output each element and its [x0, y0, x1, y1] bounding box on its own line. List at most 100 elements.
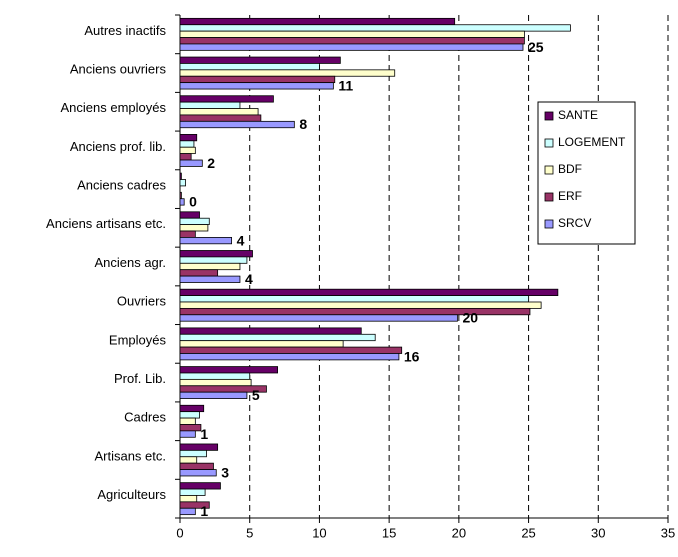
legend-label: LOGEMENT [558, 135, 626, 149]
value-label: 25 [528, 39, 544, 55]
x-tick-label: 35 [661, 525, 675, 540]
y-tick-label: Ouvriers [117, 294, 167, 309]
bar [179, 424, 202, 432]
bar [179, 56, 341, 64]
bar [179, 217, 210, 226]
bar [179, 295, 529, 303]
x-tick-label: 25 [521, 525, 535, 540]
bar [179, 172, 182, 180]
value-label: 11 [338, 78, 353, 94]
y-tick-label: Anciens employés [61, 100, 167, 115]
bar [179, 179, 186, 187]
bar [179, 346, 403, 354]
y-tick-label: Anciens ouvriers [70, 61, 167, 76]
legend-swatch [544, 165, 554, 175]
bar [179, 30, 525, 38]
x-tick-label: 30 [591, 525, 605, 540]
bar [179, 140, 195, 148]
bar [179, 353, 400, 361]
legend-swatch [544, 138, 554, 148]
bar [179, 462, 214, 470]
bar [179, 288, 559, 296]
legend-label: SRCV [558, 216, 591, 230]
bar [179, 134, 198, 142]
y-tick-label: Anciens agr. [94, 255, 166, 270]
bar [179, 63, 320, 71]
bar [179, 340, 344, 348]
bar [179, 443, 219, 451]
legend-swatch [544, 219, 554, 229]
bar [179, 43, 524, 51]
bar [179, 372, 251, 380]
bar [179, 250, 253, 258]
x-tick-label: 15 [382, 525, 396, 540]
legend-swatch [544, 192, 554, 202]
bar [179, 69, 396, 77]
bar [179, 120, 295, 129]
bar [179, 95, 274, 103]
legend-label: SANTE [558, 108, 598, 122]
bar [179, 17, 456, 26]
y-tick-label: Employés [109, 332, 167, 347]
bar [179, 224, 209, 232]
bar [179, 191, 182, 200]
bar [179, 456, 198, 464]
x-tick-label: 10 [312, 525, 326, 540]
value-label: 2 [207, 155, 215, 171]
bar [179, 275, 241, 283]
x-tick-label: 0 [176, 525, 183, 540]
y-tick-label: Anciens prof. lib. [70, 139, 166, 154]
bar [179, 82, 334, 90]
value-label: 3 [221, 464, 229, 480]
bar [179, 495, 198, 503]
bar [179, 108, 259, 116]
legend-swatch [544, 111, 554, 121]
bar [179, 314, 458, 322]
x-tick-label: 5 [246, 525, 253, 540]
bar [179, 75, 336, 84]
value-label: 4 [237, 232, 245, 248]
bar [179, 101, 241, 109]
bar [179, 430, 196, 438]
bar [179, 417, 196, 425]
value-label: 5 [252, 387, 260, 403]
legend-label: ERF [558, 189, 582, 203]
value-label: 16 [404, 348, 420, 364]
bar [179, 411, 200, 419]
bar [179, 404, 205, 413]
value-label: 4 [245, 271, 253, 287]
bar [179, 159, 203, 167]
bar [179, 333, 376, 342]
y-tick-label: Anciens cadres [77, 178, 166, 193]
y-tick-label: Prof. Lib. [114, 371, 166, 386]
bar [179, 327, 362, 335]
bar [179, 256, 248, 264]
value-label: 0 [189, 194, 197, 210]
y-tick-label: Artisans etc. [94, 448, 166, 463]
bar [179, 449, 207, 458]
bar [179, 488, 206, 496]
value-label: 1 [200, 426, 208, 442]
x-tick-label: 20 [452, 525, 466, 540]
bar [179, 269, 219, 277]
bar [179, 37, 525, 45]
legend-box [537, 101, 636, 245]
value-label: 8 [299, 116, 307, 132]
bar [179, 391, 248, 399]
legend-label: BDF [558, 162, 582, 176]
bar [179, 230, 196, 238]
bar [179, 262, 241, 271]
bar [179, 24, 571, 32]
bar [179, 482, 221, 490]
bar [179, 469, 217, 477]
y-tick-label: Anciens artisans etc. [46, 216, 166, 231]
bar [179, 378, 252, 387]
value-label: 1 [200, 503, 208, 519]
bar [179, 507, 196, 516]
bar [179, 237, 232, 245]
bar [179, 153, 192, 161]
bar [179, 366, 278, 374]
bar [179, 301, 542, 309]
bar [179, 114, 262, 122]
